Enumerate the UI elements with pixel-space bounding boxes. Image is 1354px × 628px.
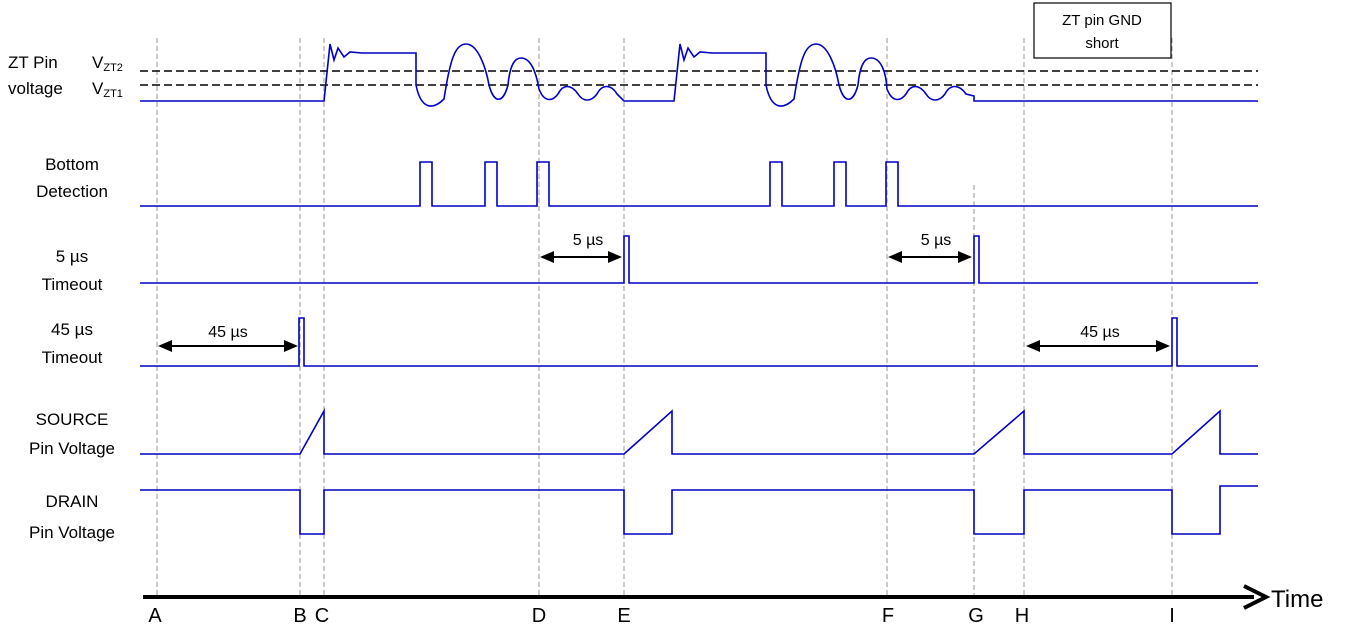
source-label-line2: Pin Voltage — [29, 439, 115, 458]
marker-h: H — [1015, 605, 1029, 627]
t5-label-line2: Timeout — [42, 275, 103, 294]
zt-label-line2: voltage — [8, 79, 63, 98]
duration-45us-right: 45 µs — [1026, 324, 1170, 352]
bottom-detection-waveform — [140, 161, 1258, 207]
zt-gnd-short-box: ZT pin GND short — [1033, 2, 1172, 59]
t45-label-line1: 45 µs — [51, 320, 93, 339]
zt-gnd-short-line1: ZT pin GND — [1062, 12, 1142, 29]
marker-g: G — [968, 605, 984, 627]
duration-5us-right-label: 5 µs — [921, 232, 952, 249]
drain-label-line2: Pin Voltage — [29, 523, 115, 542]
timeout-45us-waveform — [140, 317, 1258, 367]
zt-gnd-short-line2: short — [1085, 35, 1119, 52]
marker-a: A — [148, 605, 162, 627]
bottom-label-line1: Bottom — [45, 155, 99, 174]
t45-label-line2: Timeout — [42, 348, 103, 367]
zt-label-line1: ZT Pin — [8, 53, 58, 72]
source-pin-waveform — [140, 407, 1258, 455]
marker-c: C — [315, 605, 329, 627]
marker-d: D — [532, 605, 546, 627]
marker-e: E — [617, 605, 630, 627]
bottom-label-line2: Detection — [36, 182, 108, 201]
t5-label-line1: 5 µs — [56, 247, 88, 266]
vzt2-label: VZT2 — [92, 53, 123, 74]
duration-5us-left-label: 5 µs — [573, 232, 604, 249]
marker-i: I — [1169, 605, 1175, 627]
duration-5us-left: 5 µs — [540, 232, 622, 263]
timeout-5us-waveform — [140, 235, 1258, 284]
time-axis: Time A B C D E F G H I — [143, 584, 1323, 627]
vzt1-label: VZT1 — [92, 79, 123, 100]
duration-45us-left-label: 45 µs — [208, 324, 247, 341]
time-axis-label: Time — [1271, 586, 1323, 613]
duration-45us-right-label: 45 µs — [1080, 324, 1119, 341]
zt-pin-waveform — [140, 43, 1258, 107]
duration-45us-left: 45 µs — [158, 324, 298, 352]
drain-pin-waveform — [140, 485, 1258, 535]
time-guides — [156, 38, 1173, 595]
marker-b: B — [293, 605, 306, 627]
source-label-line1: SOURCE — [36, 410, 109, 429]
drain-label-line1: DRAIN — [46, 492, 99, 511]
marker-f: F — [882, 605, 894, 627]
duration-5us-right: 5 µs — [888, 232, 972, 263]
